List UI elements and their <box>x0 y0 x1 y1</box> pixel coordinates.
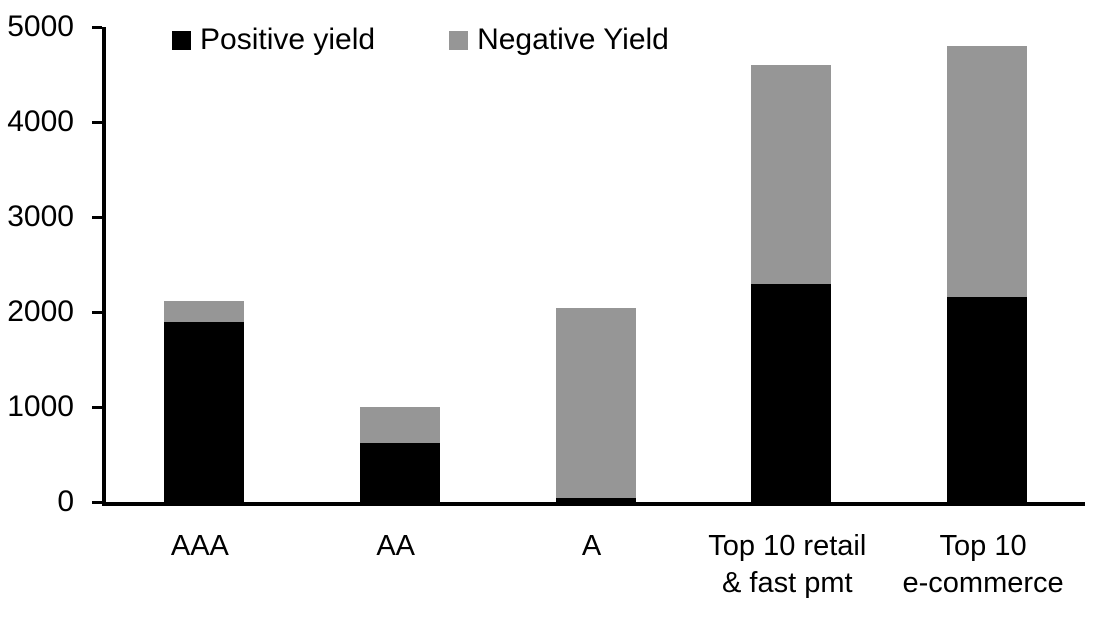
y-tick-label: 5000 <box>7 10 74 43</box>
y-tick-label: 3000 <box>7 200 74 233</box>
bar-segment-negative-yield <box>163 300 244 322</box>
legend-label: Positive yield <box>200 23 376 56</box>
bar-segment-positive-yield <box>163 321 244 502</box>
legend: Positive yield Negative Yield <box>172 23 669 57</box>
bar-segment-positive-yield <box>947 296 1028 502</box>
bar-segment-negative-yield <box>947 46 1028 297</box>
y-tick-mark <box>92 501 102 504</box>
y-tick-mark <box>92 121 102 124</box>
y-tick-mark <box>92 26 102 29</box>
bar-segment-negative-yield <box>555 308 636 499</box>
bar-4 <box>751 27 832 502</box>
y-axis-labels: 0 1000 2000 3000 4000 5000 <box>0 0 74 618</box>
x-tick-label: Top 10 retail & fast pmt <box>708 530 867 599</box>
legend-swatch-icon <box>449 30 469 50</box>
x-tick-label: Top 10 e-commerce <box>902 530 1064 599</box>
bar-segment-negative-yield <box>751 65 832 284</box>
plot-area: Positive yield Negative Yield <box>92 23 1085 506</box>
x-tick-label: AA <box>376 530 416 562</box>
x-axis-labels: AAA AA A Top 10 retail & fast pmt Top 10 e-c… <box>0 528 1102 618</box>
x-tick-label: AAA <box>170 530 229 562</box>
y-tick-label: 0 <box>57 485 74 518</box>
bar-segment-positive-yield <box>555 498 636 502</box>
bar-segment-negative-yield <box>359 406 440 444</box>
bar-segment-positive-yield <box>751 283 832 502</box>
bar-5 <box>947 27 1028 502</box>
legend-item-negative-yield: Negative Yield <box>449 23 669 57</box>
legend-label: Negative Yield <box>477 23 669 56</box>
y-tick-label: 2000 <box>7 295 74 328</box>
x-tick-label: A <box>581 530 602 562</box>
y-tick-mark <box>92 311 102 314</box>
y-tick-mark <box>92 406 102 409</box>
y-tick-mark <box>92 216 102 219</box>
bar-1 <box>163 27 244 502</box>
bar-2 <box>359 27 440 502</box>
legend-item-positive-yield: Positive yield <box>172 23 375 57</box>
y-tick-label: 1000 <box>7 390 74 423</box>
bar-segment-positive-yield <box>359 443 440 502</box>
bar-3 <box>555 27 636 502</box>
y-tick-label: 4000 <box>7 105 74 138</box>
legend-swatch-icon <box>172 30 191 50</box>
